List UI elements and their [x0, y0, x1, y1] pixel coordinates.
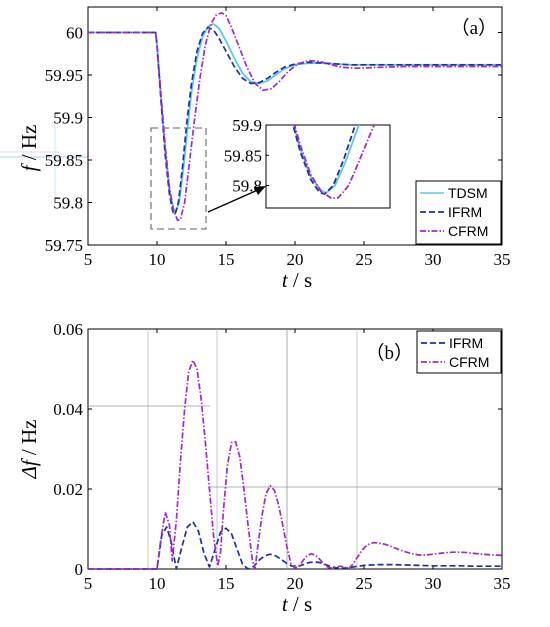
inset-ytick-label: 59.9 — [232, 116, 262, 135]
panel-a-xtick-label: 15 — [218, 250, 235, 269]
panel-b-ytick-label: 0.02 — [53, 480, 83, 499]
panel-a-ytick-label: 59.9 — [53, 109, 83, 128]
x-axis-label-a: t / s — [282, 268, 312, 292]
panel-a-ytick-label: 59.8 — [53, 194, 83, 213]
inset-ticks: 59.8 59.85 59.9 — [224, 116, 269, 196]
panel-a-xtick-label: 20 — [287, 250, 304, 269]
panel-a: 5 10 15 20 25 30 35 59.75 59.8 59.85 59.9 59.95 60 5… — [0, 6, 511, 292]
legend-a: TDSM IFRM CFRM — [415, 180, 502, 245]
plot-lines-b — [88, 359, 503, 570]
panel-b-ytick-label: 0.04 — [53, 400, 83, 419]
legend-b-cfrm-label: CFRM — [449, 354, 489, 370]
ticks-a: 5 10 15 20 25 30 35 59.75 59.8 59.85 59.9 59.95 60 — [45, 7, 511, 269]
panel-label-b: （b） — [365, 342, 413, 364]
legend-a-tdsm-label: TDSM — [448, 185, 488, 201]
ticks-b: 5 10 15 20 25 30 35 0 0.02 0.04 0.06 — [53, 320, 510, 593]
panel-b-ytick-label: 0.06 — [53, 320, 83, 339]
panel-b-xtick-label: 10 — [149, 574, 166, 593]
inset-ytick-label: 59.8 — [232, 177, 262, 196]
x-axis-label-b: t / s — [282, 592, 312, 616]
legend-a-ifrm-label: IFRM — [448, 204, 482, 220]
panel-b-xtick-label: 30 — [425, 574, 442, 593]
inset-series-cfrm-line — [293, 125, 376, 200]
legend-b: IFRM CFRM — [416, 330, 502, 374]
panel-b-series-ifrm-line — [88, 520, 502, 570]
inset-plot: 59.8 59.85 59.9 — [224, 116, 391, 209]
plot-lines-a — [88, 12, 502, 222]
panel-label-a: （a） — [451, 17, 497, 39]
inset-frame — [265, 124, 391, 209]
panel-b-xtick-label: 20 — [287, 574, 304, 593]
panel-a-xtick-label: 5 — [84, 250, 93, 269]
panel-b-xtick-label: 35 — [494, 574, 511, 593]
inset-lines — [292, 125, 376, 200]
panel-a-xtick-label: 35 — [494, 250, 511, 269]
panel-b: 5 10 15 20 25 30 35 0 0.02 0.04 0.06 IFRM CFRM （b）… — [17, 320, 511, 616]
legend-b-ifrm-label: IFRM — [449, 335, 483, 351]
panel-a-xtick-label: 30 — [425, 250, 442, 269]
panel-a-ytick-label: 59.95 — [45, 66, 83, 85]
inset-series-tdsm-line — [292, 125, 360, 194]
panel-b-xtick-label: 15 — [218, 574, 235, 593]
panel-a-ytick-label: 59.75 — [45, 236, 83, 255]
inset-ytick-label: 59.85 — [224, 146, 262, 165]
panel-a-xtick-label: 25 — [356, 250, 373, 269]
panel-a-ytick-label: 60 — [66, 24, 83, 43]
legend-b-box — [416, 330, 502, 374]
legend-a-cfrm-label: CFRM — [448, 223, 488, 239]
panel-b-ytick-label: 0 — [75, 560, 84, 579]
panel-a-series-cfrm-line — [88, 12, 502, 222]
panel-b-xtick-label: 5 — [84, 574, 93, 593]
zoom-arrow — [207, 188, 261, 213]
panel-a-ytick-label: 59.85 — [45, 151, 83, 170]
y-axis-label-a: f / Hz — [17, 125, 41, 172]
panel-b-series-cfrm-line — [88, 359, 503, 570]
zoom-region-box — [150, 127, 207, 230]
y-axis-label-b: Δf / Hz — [17, 420, 41, 480]
panel-b-xtick-label: 25 — [356, 574, 373, 593]
panel-a-xtick-label: 10 — [149, 250, 166, 269]
zoom-arrow-head — [254, 186, 266, 195]
